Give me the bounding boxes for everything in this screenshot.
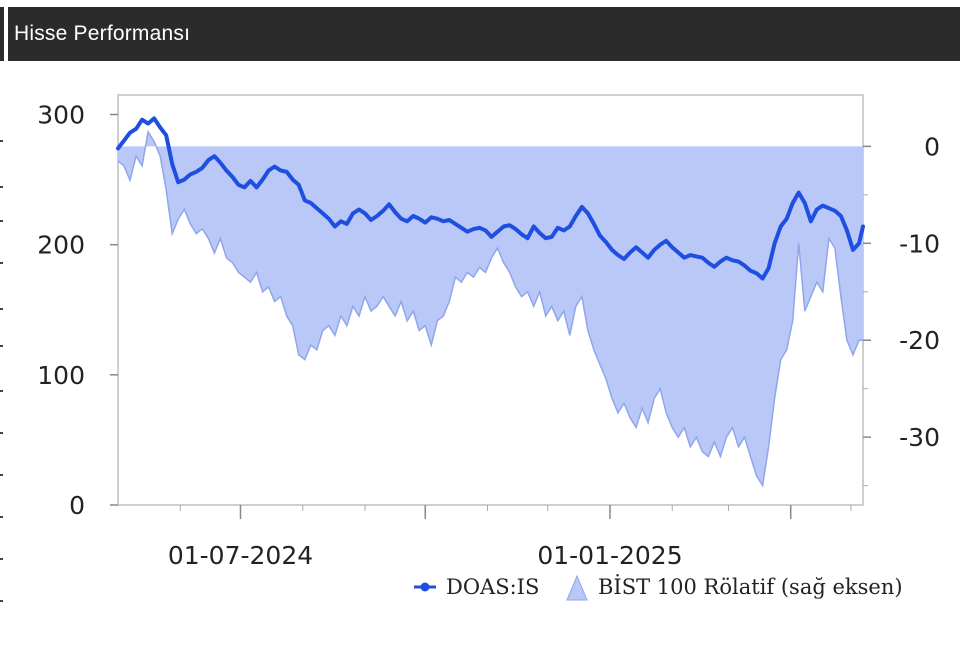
y-right-tick-label: -20 <box>899 326 940 355</box>
margin-tick <box>0 140 3 142</box>
relative-area-outline <box>117 129 863 488</box>
x-tick-label: 01-07-2024 <box>168 541 313 570</box>
y-right-tick-label: 0 <box>924 132 940 161</box>
margin-tick <box>0 308 3 310</box>
legend-area-swatch <box>566 574 588 601</box>
margin-tick <box>0 220 3 222</box>
margin-tick <box>0 390 3 392</box>
panel-title: Hisse Performansı <box>14 22 191 45</box>
margin-tick <box>0 186 3 188</box>
relative-area <box>118 131 863 486</box>
margin-tick <box>0 474 3 476</box>
legend-line-marker <box>420 582 430 592</box>
y-right-tick-label: -10 <box>899 229 940 258</box>
margin-tick <box>0 432 3 434</box>
y-left-tick-label: 0 <box>69 491 85 520</box>
y-left-tick-label: 100 <box>37 361 85 390</box>
panel-header-accent <box>0 7 4 61</box>
panel-header: Hisse Performansı <box>8 7 960 61</box>
legend-label-relative: BİST 100 Rölatif (sağ eksen) <box>598 575 903 599</box>
y-left-tick-label: 300 <box>37 101 85 130</box>
margin-tick <box>0 262 3 264</box>
y-left-tick-label: 200 <box>37 231 85 260</box>
x-tick-label: 01-01-2025 <box>537 541 682 570</box>
legend-label-price: DOAS:IS <box>446 575 539 599</box>
margin-tick <box>0 345 3 347</box>
margin-tick <box>0 516 3 518</box>
y-right-tick-label: -30 <box>899 423 940 452</box>
margin-tick <box>0 558 3 560</box>
margin-tick <box>0 600 3 602</box>
price-line <box>116 116 865 281</box>
